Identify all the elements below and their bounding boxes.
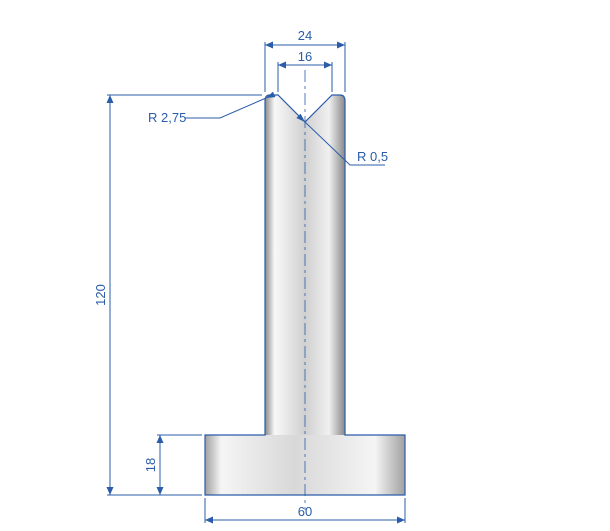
dim-v-radius: R 0,5: [357, 149, 388, 164]
dim-v-opening: 16: [298, 49, 312, 64]
dim-top-outer: 24: [298, 28, 312, 43]
dim-height: 120: [93, 284, 108, 306]
technical-drawing: 24 16 R 2,75 R 0,5 120 18 60: [0, 0, 610, 531]
dim-base-width: 60: [298, 504, 312, 519]
dim-base-height: 18: [143, 458, 158, 472]
dim-corner-radius: R 2,75: [148, 110, 186, 125]
